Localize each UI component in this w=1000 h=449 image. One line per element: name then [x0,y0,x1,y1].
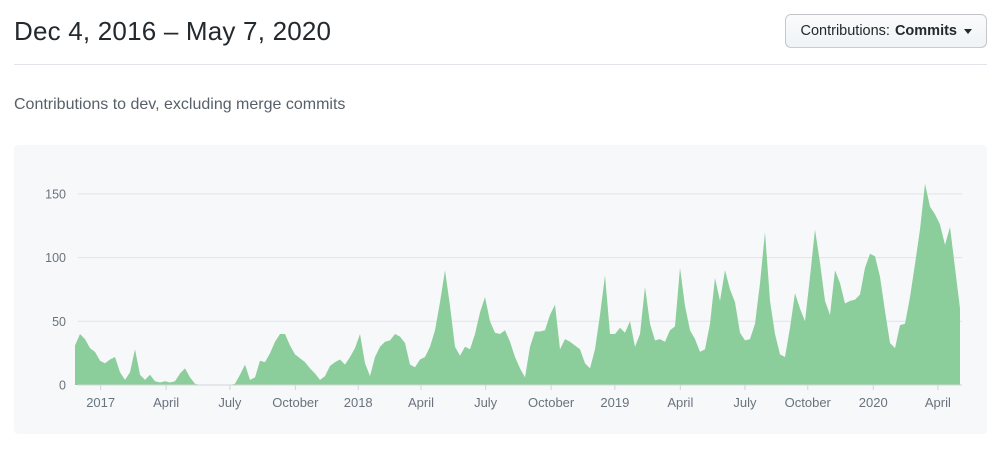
x-axis-label: October [272,395,319,410]
x-axis-label: July [474,395,498,410]
commit-activity-chart[interactable]: 0 50 100 150 2017 April July October 2018 April Ju… [14,145,987,434]
x-axis-label: October [785,395,832,410]
y-axis-label: 0 [59,379,66,393]
x-axis-label: April [153,395,179,410]
x-axis-label: April [408,395,434,410]
y-axis-label: 50 [52,315,66,329]
x-axis-label: 2019 [600,395,629,410]
y-axis-label: 150 [45,187,66,201]
contributions-dropdown-prefix: Contributions: [800,23,890,39]
header: Dec 4, 2016 – May 7, 2020 Contributions:… [14,0,987,65]
chart-subtitle: Contributions to dev, excluding merge co… [14,96,346,113]
x-axis-label: October [528,395,575,410]
x-axis-label: April [667,395,693,410]
contributions-dropdown-button[interactable]: Contributions: Commits [785,14,987,48]
page-title: Dec 4, 2016 – May 7, 2020 [14,16,332,46]
x-axis-label: 2020 [859,395,888,410]
x-axis-label: July [218,395,242,410]
x-axis-label: 2018 [344,395,373,410]
x-axis-label: 2017 [86,395,115,410]
contributions-page: Dec 4, 2016 – May 7, 2020 Contributions:… [14,0,987,434]
commits-area-series[interactable] [75,183,960,385]
contributions-dropdown-selected: Commits [894,23,957,39]
commit-activity-panel: 0 50 100 150 2017 April July October 2018 April Ju… [14,145,987,434]
chevron-down-icon [964,28,972,34]
x-axis-label: April [925,395,951,410]
x-axis-label: July [733,395,757,410]
y-axis-label: 100 [45,251,66,265]
